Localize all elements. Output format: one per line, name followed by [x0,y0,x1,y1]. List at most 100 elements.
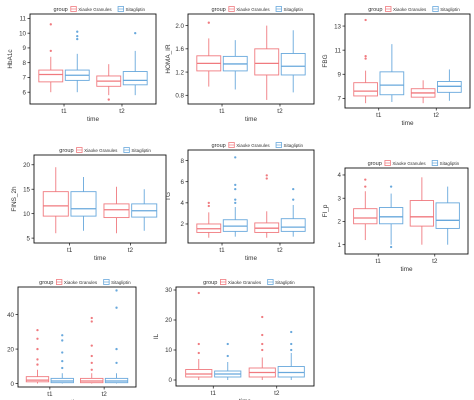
x-tick-label: t1 [219,247,225,254]
x-axis-label: time [239,398,252,400]
x-tick-label: t1 [219,108,225,115]
outlier-point [90,344,93,347]
panel-fins_2h: 5 10 15 20 FINS_2h t1 t2 time group Xiaoke Granul… [11,147,167,262]
y-axis-label: FI_p [322,204,329,217]
x-tick-label: t2 [128,247,134,254]
plot-frame [344,13,471,109]
iqr-box [353,82,378,97]
legend: group Xiaoke Granules Sitagliptin [203,279,295,286]
outlier-point [234,183,237,187]
x-tick-label: t2 [277,247,283,254]
x-axis-label: time [400,266,413,273]
box-xiaoke-t1 [196,21,222,87]
iqr-box [378,207,404,225]
outlier-point [292,198,295,201]
box-sitagliptin-t2 [280,30,306,93]
legend-entry-sitagliptin: Sitagliptin [275,280,295,285]
y-axis-label: TG [165,192,172,201]
legend-entry-sitagliptin: Sitagliptin [284,143,304,148]
outlier-point [61,334,64,337]
y-tick-label: 4 [338,172,342,179]
x-axis-label: time [87,116,100,123]
x-tick-label: t1 [376,258,382,265]
y-tick-label: 30 [165,287,172,294]
outlier-point [265,174,268,177]
outlier-point [90,320,93,323]
legend-entry-sitagliptin: Sitagliptin [284,7,304,12]
box-xiaoke-t1 [42,167,69,234]
outlier-point [261,315,264,319]
outlier-point [207,21,210,24]
box-sitagliptin-t1 [222,40,248,90]
outlier-point [36,328,39,332]
box-sitagliptin-t2 [437,69,462,101]
y-tick-label: 0.8 [175,92,184,99]
y-tick-label: 2 [338,219,342,226]
outlier-point [61,339,64,342]
y-tick-label: 13 [334,23,341,30]
outlier-point [261,333,264,337]
outlier-point [61,351,64,354]
legend-entry-sitagliptin: Sitagliptin [131,148,151,153]
y-tick-label: 3 [338,195,342,202]
outlier-point [364,18,367,22]
box-sitagliptin-t2 [435,186,460,245]
x-tick-label: t1 [211,390,217,397]
outlier-point [292,187,295,191]
outlier-point [389,245,393,249]
panel-tg: 2 4 6 8 TG t1 t2 time group Xiaoke Granules Sitagl… [165,142,315,262]
outlier-point [134,32,137,35]
box-sitagliptin-t2 [280,187,306,237]
y-axis-label: HOMA_IR [165,44,172,74]
outlier-point [226,342,229,346]
box-xiaoke-t1 [25,328,50,384]
box-xiaoke-t1 [196,201,222,238]
plot-frame [187,149,315,244]
legend: group Xiaoke Granules Sitagliptin [211,6,304,13]
outlier-point [364,178,367,181]
panel-malb: 02040MALBt1t2timegroupXiaoke GranulesSit… [0,279,137,400]
legend: group Xiaoke Granules Sitagliptin [368,160,460,167]
outlier-point [76,34,79,38]
y-tick-label: 9 [23,45,27,52]
y-tick-label: 5 [27,235,31,242]
legend: group Xiaoke Granules Sitagliptin [59,147,151,154]
outlier-point [36,363,39,366]
outlier-point [90,368,93,371]
y-tick-label: 8 [23,60,27,67]
plot-frame [29,13,157,105]
x-axis-label: time [401,120,414,127]
iqr-box [435,202,460,229]
plot-frame [17,286,137,388]
iqr-box [25,376,50,383]
x-tick-label: t2 [119,108,125,115]
iqr-box [254,48,280,76]
y-tick-label: 6 [23,89,27,96]
y-tick-label: 7 [338,96,342,103]
box-sitagliptin-t1 [50,334,74,384]
y-tick-label: 9 [338,71,342,78]
y-tick-label: 20 [7,346,14,353]
outlier-point [115,361,118,365]
outlier-point [197,342,200,346]
x-axis-label: time [245,255,258,262]
y-tick-label: 11 [20,16,27,23]
outlier-point [115,306,118,309]
iqr-box [353,208,378,225]
box-xiaoke-t2 [409,177,435,245]
outlier-point [90,316,93,320]
box-sitagliptin-t1 [70,177,97,231]
iqr-box [103,203,130,219]
y-tick-label: 40 [7,312,14,319]
outlier-point [197,351,200,355]
outlier-point [207,204,210,208]
outlier-point [389,185,393,188]
box-sitagliptin-t2 [131,189,158,231]
iqr-box [42,191,69,217]
iqr-box [409,200,435,227]
x-tick-label: t1 [61,108,67,115]
y-axis-label: HbA1c [7,49,14,69]
box-xiaoke-t1 [185,291,213,380]
outlier-point [197,291,200,295]
y-axis-label: FINS_2h [11,186,18,212]
